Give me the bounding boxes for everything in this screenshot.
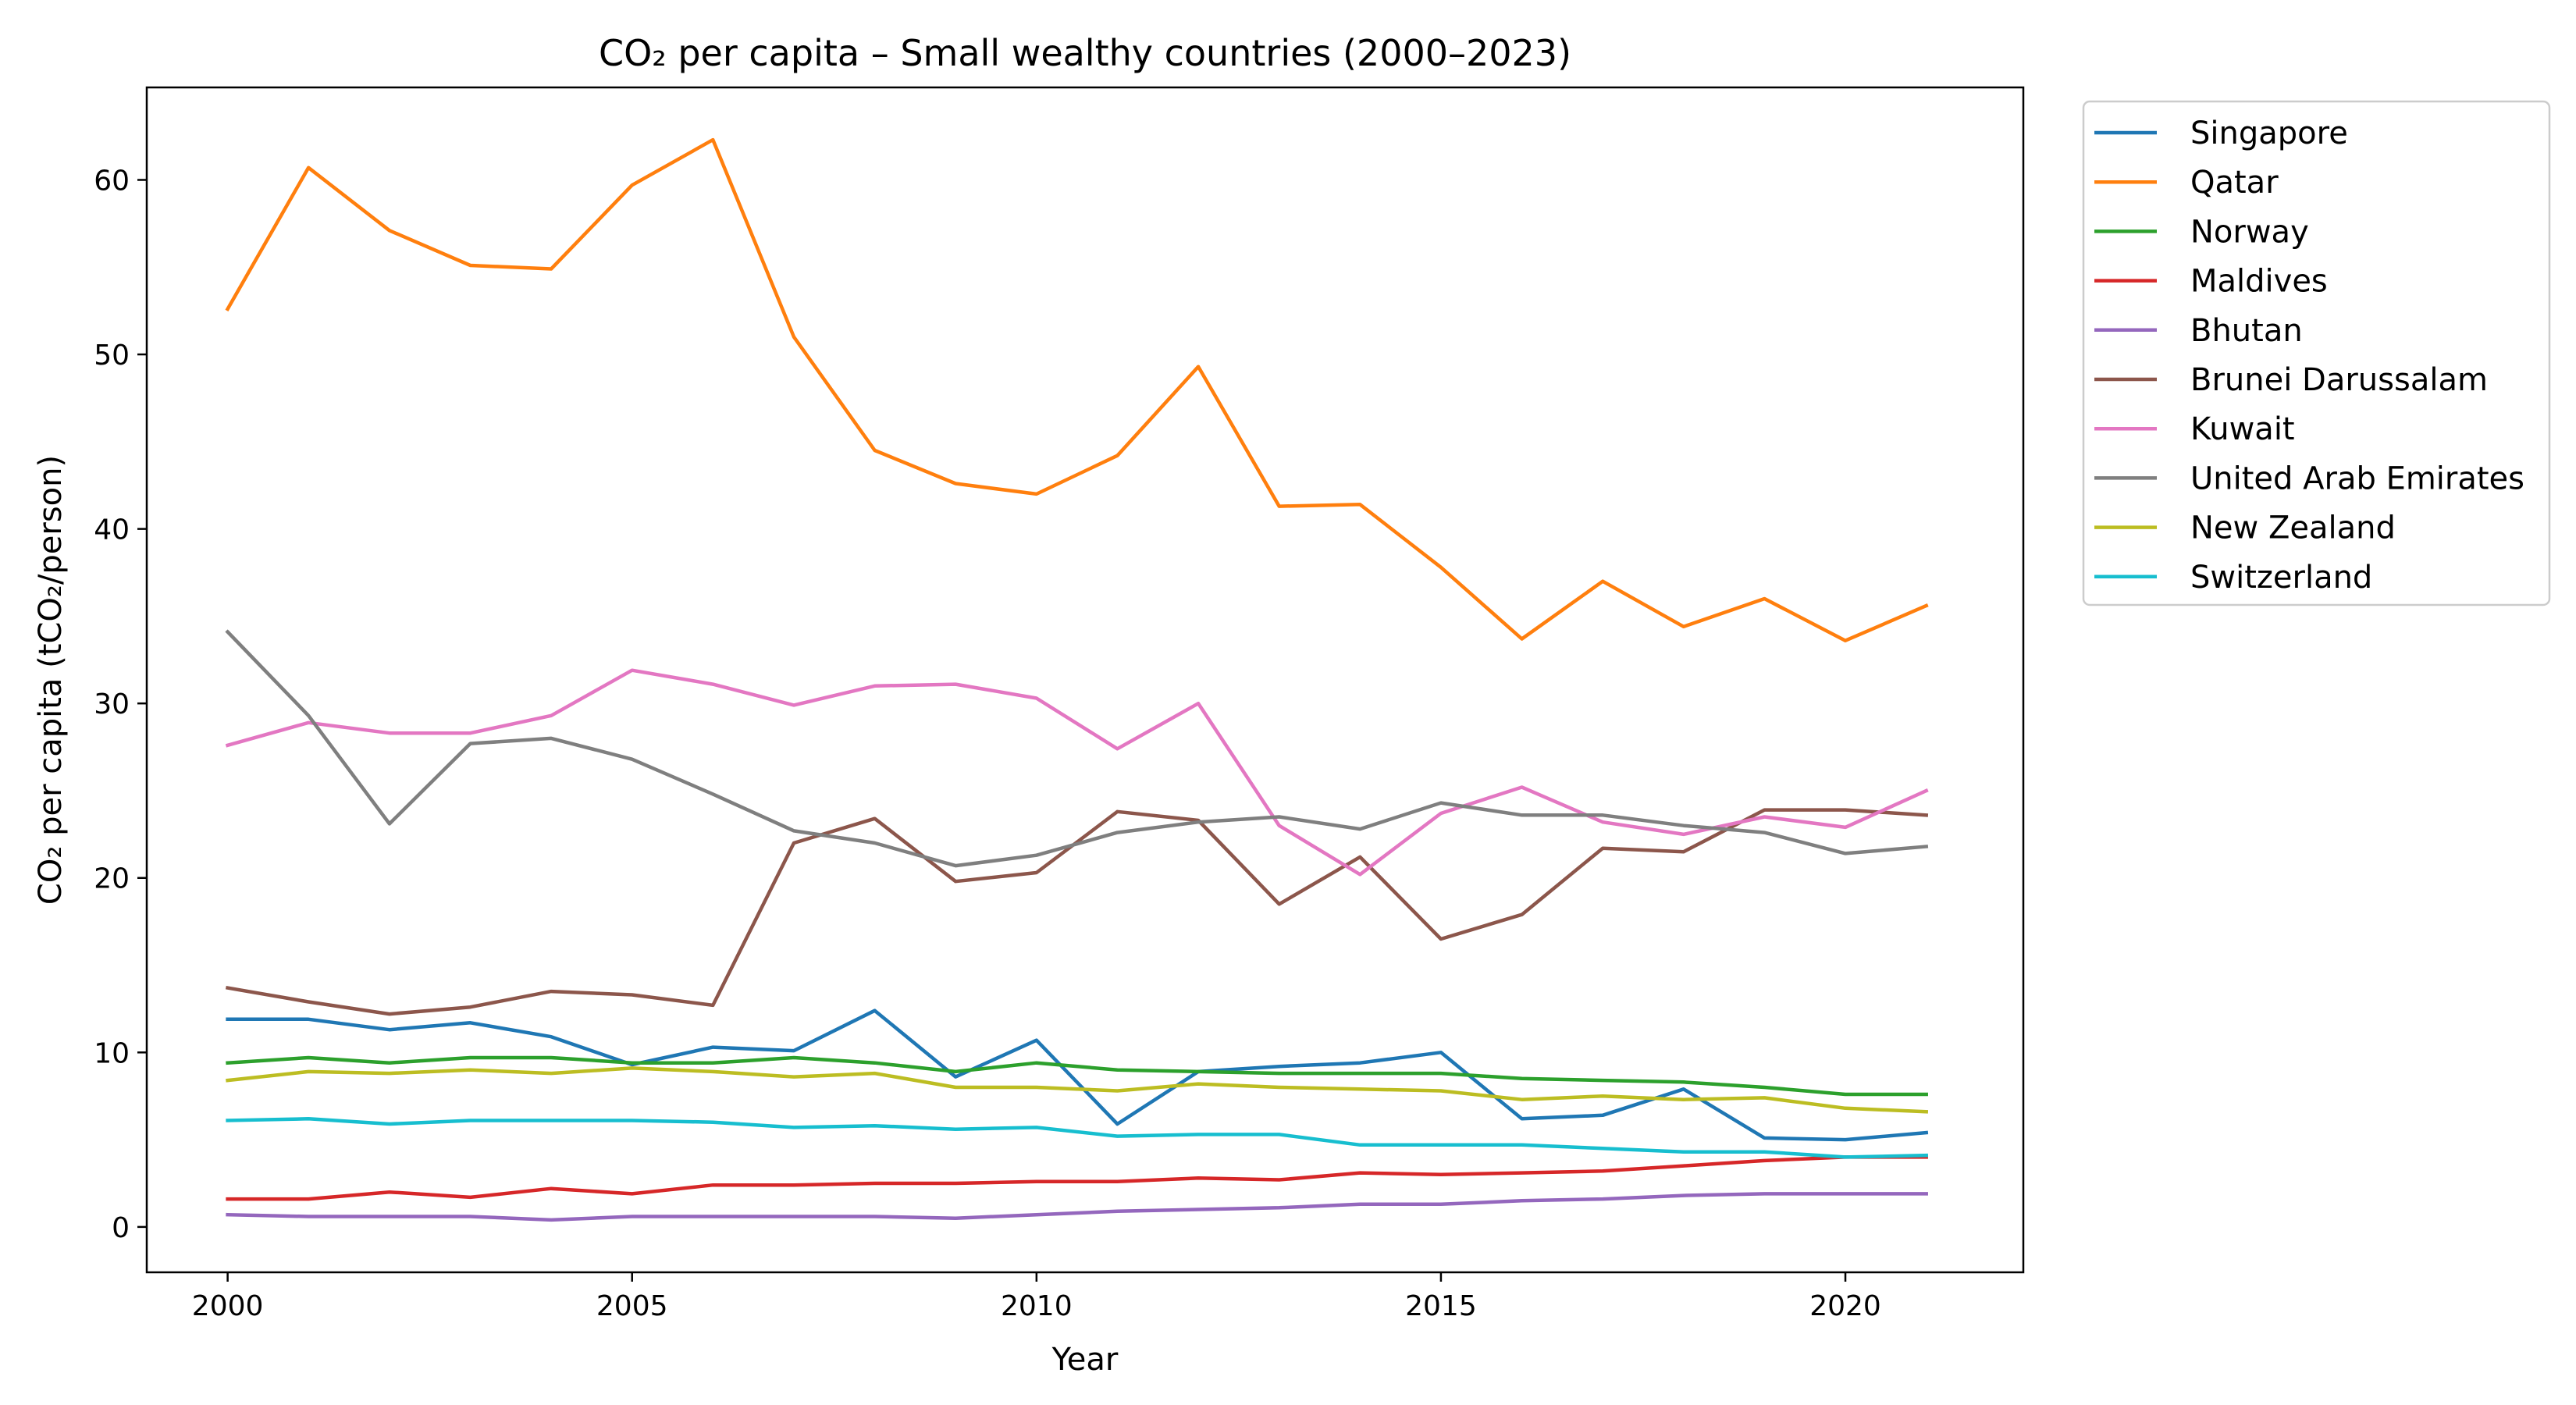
legend-label: Kuwait (2190, 411, 2295, 447)
legend-label: Norway (2190, 214, 2309, 250)
legend: Singapore Qatar Norway Maldives Bhutan Brunei… (2082, 100, 2551, 606)
legend-items: Singapore Qatar Norway Maldives Bhutan Brunei… (2094, 116, 2524, 596)
series-line-bhutan (226, 1192, 1928, 1222)
series-line-new-zealand (226, 1066, 1929, 1114)
legend-label: Switzerland (2190, 560, 2372, 596)
legend-label: Qatar (2190, 165, 2279, 201)
legend-frame (2082, 100, 2551, 606)
legend-label: Singapore (2190, 116, 2348, 151)
y-tick-label: 50 (94, 340, 130, 372)
y-tick-label: 60 (94, 165, 130, 197)
legend-label: New Zealand (2190, 510, 2396, 546)
y-tick-label: 0 (112, 1212, 130, 1244)
series-line-singapore (226, 1008, 1929, 1142)
series-line-qatar (225, 137, 1929, 642)
y-axis-title: CO₂ per capita (tCO₂/person) (33, 455, 69, 905)
x-tick-label: 2015 (1405, 1290, 1477, 1322)
series-line-norway (226, 1055, 1928, 1097)
legend-label: Maldives (2190, 264, 2328, 300)
x-tick-label: 2000 (192, 1290, 264, 1322)
legend-label: Bhutan (2190, 313, 2303, 349)
series-line-united-arab-emirates (225, 629, 1929, 868)
y-tick-label: 30 (94, 688, 130, 720)
series-layer (225, 137, 1929, 1222)
x-tick-label: 2020 (1809, 1290, 1881, 1322)
legend-label: United Arab Emirates (2190, 461, 2524, 496)
series-line-switzerland (226, 1117, 1928, 1159)
y-tick-label: 40 (94, 514, 130, 546)
x-axis: 2000 2005 2010 2015 2020 (192, 1272, 1881, 1322)
x-axis-title: Year (1051, 1342, 1119, 1378)
y-axis: 0 10 20 30 40 50 60 (94, 165, 147, 1244)
series-line-kuwait (225, 668, 1929, 877)
y-tick-label: 10 (94, 1037, 130, 1069)
series-line-maldives (226, 1155, 1928, 1201)
legend-label: Brunei Darussalam (2190, 362, 2488, 398)
plot-area-frame (145, 86, 2025, 1274)
x-tick-label: 2010 (1001, 1290, 1073, 1322)
y-tick-label: 20 (94, 863, 130, 895)
x-tick-label: 2005 (596, 1290, 668, 1322)
chart-title: CO₂ per capita – Small wealthy countries… (599, 32, 1571, 74)
